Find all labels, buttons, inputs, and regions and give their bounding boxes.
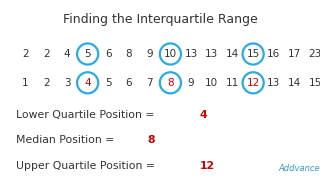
Text: 5: 5 xyxy=(105,78,112,88)
Text: 16: 16 xyxy=(267,49,280,59)
Text: 2: 2 xyxy=(43,49,50,59)
Text: 5: 5 xyxy=(84,49,91,59)
Text: 3: 3 xyxy=(64,78,70,88)
Text: 4: 4 xyxy=(84,78,91,88)
Text: 8: 8 xyxy=(126,49,132,59)
Text: 13: 13 xyxy=(205,49,218,59)
Text: 2: 2 xyxy=(22,49,29,59)
Text: 1: 1 xyxy=(22,78,29,88)
Text: 6: 6 xyxy=(126,78,132,88)
Text: 10: 10 xyxy=(164,49,177,59)
Text: 8: 8 xyxy=(167,78,174,88)
Text: 13: 13 xyxy=(267,78,280,88)
Text: 9: 9 xyxy=(147,49,153,59)
Text: 13: 13 xyxy=(184,49,198,59)
Text: Upper Quartile Position =: Upper Quartile Position = xyxy=(16,161,158,171)
Text: 10: 10 xyxy=(205,78,218,88)
Text: 11: 11 xyxy=(226,78,239,88)
Text: 14: 14 xyxy=(226,49,239,59)
Text: 4: 4 xyxy=(199,110,207,120)
Text: 17: 17 xyxy=(288,49,301,59)
Text: 15: 15 xyxy=(246,49,260,59)
Text: 6: 6 xyxy=(105,49,112,59)
Text: Addvance: Addvance xyxy=(278,164,320,173)
Text: 12: 12 xyxy=(246,78,260,88)
Text: 14: 14 xyxy=(288,78,301,88)
Text: 7: 7 xyxy=(147,78,153,88)
Text: Finding the Interquartile Range: Finding the Interquartile Range xyxy=(63,13,257,26)
Text: 4: 4 xyxy=(64,49,70,59)
Text: 2: 2 xyxy=(43,78,50,88)
Text: Median Position =: Median Position = xyxy=(16,135,118,145)
Text: 15: 15 xyxy=(308,78,320,88)
Text: 12: 12 xyxy=(200,161,215,171)
Text: 9: 9 xyxy=(188,78,194,88)
Text: Lower Quartile Position =: Lower Quartile Position = xyxy=(16,110,158,120)
Text: 23: 23 xyxy=(308,49,320,59)
Text: 8: 8 xyxy=(148,135,155,145)
